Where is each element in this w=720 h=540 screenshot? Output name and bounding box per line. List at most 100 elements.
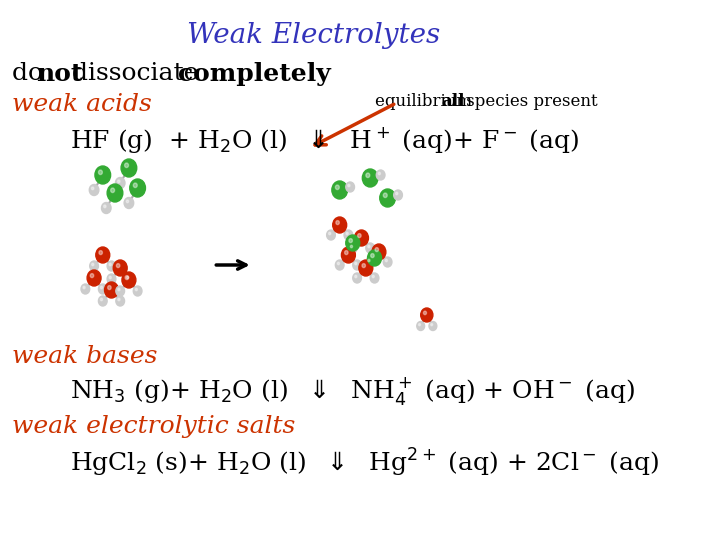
Circle shape [355,275,357,278]
Circle shape [126,200,129,202]
Circle shape [135,288,138,291]
Circle shape [90,261,99,271]
Circle shape [111,188,114,193]
Circle shape [368,250,382,266]
Circle shape [351,245,353,248]
Circle shape [117,180,120,183]
Circle shape [377,170,385,180]
Circle shape [133,183,138,187]
Circle shape [346,182,354,192]
Circle shape [372,275,374,278]
Circle shape [116,296,125,306]
Circle shape [420,308,433,322]
Circle shape [348,243,357,253]
Circle shape [107,184,123,202]
Circle shape [368,259,370,262]
Circle shape [394,190,402,200]
Circle shape [115,178,125,188]
Circle shape [336,185,339,190]
Circle shape [366,173,370,178]
Circle shape [429,321,437,330]
Circle shape [90,274,94,278]
Circle shape [99,296,107,306]
Circle shape [379,189,395,207]
Circle shape [332,181,348,199]
Text: weak acids: weak acids [12,93,152,116]
Text: HF (g)  + H$_2$O (l)  $\Downarrow$  H$^+$ (aq)+ F$^-$ (aq): HF (g) + H$_2$O (l) $\Downarrow$ H$^+$ (… [70,125,579,155]
Circle shape [99,251,102,254]
Circle shape [109,263,112,266]
Circle shape [417,321,425,330]
Circle shape [370,273,379,283]
Circle shape [345,251,348,254]
Circle shape [127,276,129,279]
Circle shape [336,221,339,225]
Circle shape [383,257,392,267]
Text: weak bases: weak bases [12,345,158,368]
Circle shape [89,185,99,195]
Circle shape [372,244,386,260]
Circle shape [344,230,353,240]
Circle shape [353,260,361,270]
Circle shape [116,286,125,296]
Circle shape [337,262,339,265]
Circle shape [99,284,107,294]
Circle shape [366,257,374,267]
Circle shape [346,235,360,251]
Text: HgCl$_2$ (s)+ H$_2$O (l)  $\Downarrow$  Hg$^{2+}$ (aq) + 2Cl$^-$ (aq): HgCl$_2$ (s)+ H$_2$O (l) $\Downarrow$ Hg… [70,447,659,479]
Circle shape [107,274,116,284]
Circle shape [104,282,119,298]
Circle shape [371,254,374,258]
Circle shape [383,193,387,198]
Circle shape [133,286,142,296]
Circle shape [130,179,145,197]
Circle shape [104,205,106,208]
Circle shape [327,230,336,240]
Circle shape [118,288,120,291]
Circle shape [100,286,102,289]
Circle shape [362,169,378,187]
Circle shape [107,261,116,271]
Circle shape [431,323,433,326]
Circle shape [348,184,350,187]
Circle shape [368,245,370,248]
Circle shape [91,187,94,190]
Circle shape [341,247,356,263]
Circle shape [375,248,379,252]
Text: dissociate: dissociate [65,62,207,85]
Circle shape [95,166,111,184]
Circle shape [346,232,348,235]
Circle shape [122,272,136,288]
Text: all: all [441,93,465,110]
Circle shape [359,260,373,276]
Circle shape [366,243,374,253]
Text: do: do [12,62,51,85]
Circle shape [121,159,137,177]
Circle shape [125,275,129,280]
Circle shape [336,260,344,270]
Text: Weak Electrolytes: Weak Electrolytes [187,22,440,49]
Text: species present: species present [461,93,598,110]
Circle shape [108,286,111,289]
Circle shape [354,230,369,246]
Circle shape [378,172,380,175]
Text: equilibrium: equilibrium [374,93,477,110]
Circle shape [109,276,112,279]
Circle shape [328,232,330,235]
Circle shape [423,311,426,315]
Circle shape [418,323,420,326]
Circle shape [355,262,357,265]
Circle shape [396,192,398,195]
Text: weak electrolytic salts: weak electrolytic salts [12,415,296,438]
Circle shape [358,234,361,238]
Circle shape [100,298,102,301]
Circle shape [333,217,346,233]
Text: NH$_3$ (g)+ H$_2$O (l)  $\Downarrow$  NH$_4^+$ (aq) + OH$^-$ (aq): NH$_3$ (g)+ H$_2$O (l) $\Downarrow$ NH$_… [70,375,634,407]
Circle shape [362,264,366,268]
Circle shape [385,259,387,262]
Circle shape [117,264,120,268]
Circle shape [99,170,102,174]
Text: not: not [37,62,83,86]
Circle shape [96,247,109,263]
Circle shape [118,298,120,301]
